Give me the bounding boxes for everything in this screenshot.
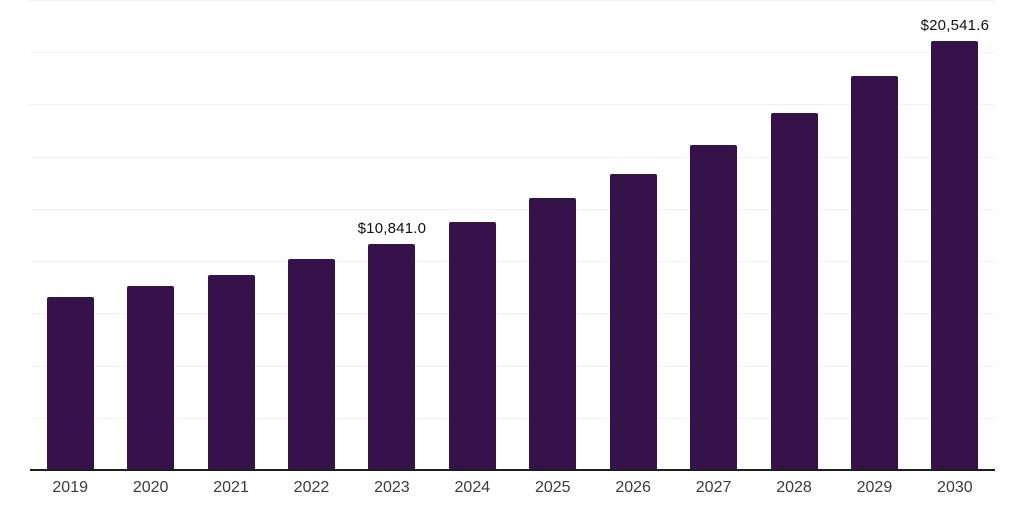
bar-2024 — [448, 222, 496, 470]
gridline-15000 — [30, 156, 995, 158]
gridline-20000 — [30, 52, 995, 54]
bar-slot-2024 — [432, 0, 512, 470]
x-axis-line — [30, 469, 995, 471]
bar-2021 — [207, 274, 255, 470]
gridline-5000 — [30, 365, 995, 367]
x-tick-2027: 2027 — [695, 479, 732, 496]
bar-2030 — [931, 40, 979, 470]
bars-container: $10,841.0 $20,541.6 — [30, 0, 995, 470]
bar-2019 — [46, 296, 94, 470]
x-tick-2022: 2022 — [293, 479, 330, 496]
x-axis-labels: 2019 2020 2021 2022 2023 2024 2025 2026 2027 2028… — [30, 479, 995, 497]
bar-slot-2025 — [513, 0, 593, 470]
bar-2028 — [770, 112, 818, 470]
gridline-12500 — [30, 208, 995, 210]
bar-slot-2023: $10,841.0 — [352, 0, 432, 470]
x-tick-2024: 2024 — [454, 479, 491, 496]
gridline-7500 — [30, 313, 995, 315]
x-tick-2021: 2021 — [213, 479, 249, 496]
bar-slot-2026 — [593, 0, 673, 470]
gridline-10000 — [30, 261, 995, 263]
bar-2023 — [368, 243, 416, 470]
x-tick-2019: 2019 — [52, 479, 88, 496]
bar-2020 — [127, 286, 175, 470]
gridline-22500 — [30, 0, 995, 1]
bar-slot-2030: $20,541.6 — [915, 0, 995, 470]
bar-slot-2027 — [673, 0, 753, 470]
bar-slot-2020 — [110, 0, 190, 470]
bar-2029 — [850, 76, 898, 470]
bar-slot-2028 — [754, 0, 834, 470]
gridline-2500 — [30, 417, 995, 419]
bar-slot-2019 — [30, 0, 110, 470]
gridline-17500 — [30, 104, 995, 106]
x-tick-2023: 2023 — [374, 479, 410, 496]
bar-slot-2021 — [191, 0, 271, 470]
bar-slot-2029 — [834, 0, 914, 470]
x-tick-2020: 2020 — [132, 479, 169, 496]
bar-value-label-2023: $10,841.0 — [357, 219, 427, 237]
bar-value-label-2030: $20,541.6 — [920, 16, 990, 34]
bar-2022 — [287, 259, 335, 470]
bar-2027 — [690, 145, 738, 470]
x-tick-2028: 2028 — [776, 479, 812, 496]
bar-2025 — [529, 198, 577, 470]
x-tick-2025: 2025 — [534, 479, 571, 496]
bar-2026 — [609, 174, 657, 470]
plot-area: $10,841.0 $20,541.6 — [30, 0, 995, 471]
x-tick-2026: 2026 — [615, 479, 651, 496]
x-tick-2030: 2030 — [937, 479, 973, 496]
bar-slot-2022 — [271, 0, 351, 470]
x-tick-2029: 2029 — [856, 479, 893, 496]
